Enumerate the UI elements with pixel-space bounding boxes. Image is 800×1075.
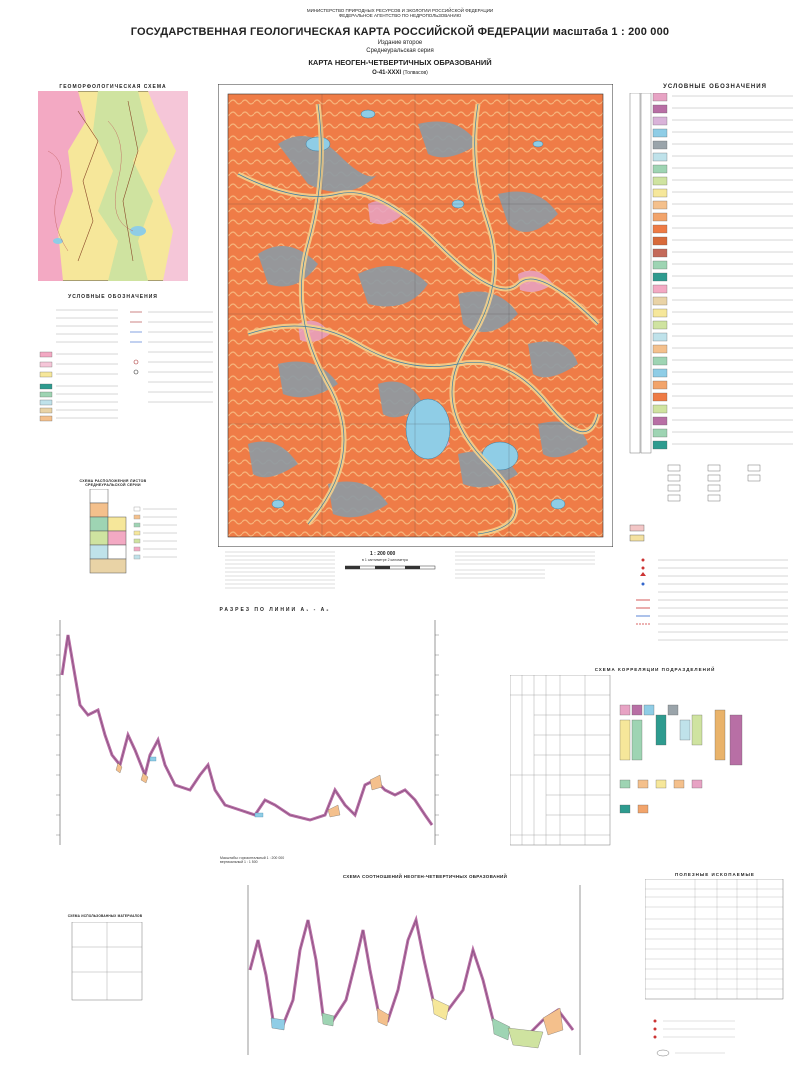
ministry-line-1: МИНИСТЕРСТВО ПРИРОДНЫХ РЕСУРСОВ И ЭКОЛОГ… [306,8,494,13]
section-title: РАЗРЕЗ ПО ЛИНИИ А₁ - А₂ [219,607,331,613]
study-scheme-title: СХЕМА ИСПОЛЬЗОВАННЫХ МАТЕРИАЛОВ [67,914,143,918]
minerals-legend [653,1019,735,1057]
legend-title: УСЛОВНЫЕ ОБОЗНАЧЕНИЯ [663,84,767,90]
correlation-title: СХЕМА КОРРЕЛЯЦИИ ПОДРАЗДЕЛЕНИЙ [594,667,716,672]
map-title: ГОСУДАРСТВЕННАЯ ГЕОЛОГИЧЕСКАЯ КАРТА РОСС… [130,26,670,38]
geomorph-legend [39,309,213,422]
relations-scheme [247,885,581,1055]
scale-note: в 1 сантиметре 2 километра [362,558,408,562]
edition: Издание второе [377,40,423,46]
series: Среднеуральская серия [366,48,434,54]
map-credits [225,551,335,589]
map-scale: 1 : 200 000 [370,551,396,557]
cross-section [56,620,439,845]
symbols-legend [636,558,788,641]
sheets-scheme-title: СХЕМА РАСПОЛОЖЕНИЯ ЛИСТОВ СРЕДНЕУРАЛЬСКО… [79,479,147,487]
geomorph-legend-title: УСЛОВНЫЕ ОБОЗНАЧЕНИЯ [68,294,158,300]
ministry-line-2: ФЕДЕРАЛЬНОЕ АГЕНТСТВО ПО НЕДРОПОЛЬЗОВАНИ… [338,13,462,18]
scale-bar [345,565,436,570]
geomorph-title: ГЕОМОРФОЛОГИЧЕСКАЯ СХЕМА [59,84,167,90]
study-scheme [71,922,143,1001]
minerals-title: ПОЛЕЗНЫЕ ИСКОПАЕМЫЕ [675,872,755,877]
geomorph-map [38,91,188,281]
map-name: КАРТА НЕОГЕН-ЧЕТВЕРТИЧНЫХ ОБРАЗОВАНИЙ [308,58,492,67]
minerals-table [645,879,784,1000]
sheet-code: O-41-XXXI (Толвасов) [0,70,800,76]
correlation-scheme [510,675,743,846]
sheets-scheme [89,489,177,574]
ministry-header: МИНИСТЕРСТВО ПРИРОДНЫХ РЕСУРСОВ И ЭКОЛОГ… [0,8,800,18]
section-scale-note: Масштабы: горизонтальный 1 : 200 000 вер… [220,856,285,864]
relations-title: СХЕМА СООТНОШЕНИЙ НЕОГЕН-ЧЕТВЕРТИЧНЫХ ОБ… [342,874,508,879]
sheet-name: (Толвасов) [402,70,428,76]
main-map [218,84,613,547]
sheet-number: O-41-XXXI [372,70,402,76]
map-notes [455,551,595,579]
legend-panel [629,93,793,542]
